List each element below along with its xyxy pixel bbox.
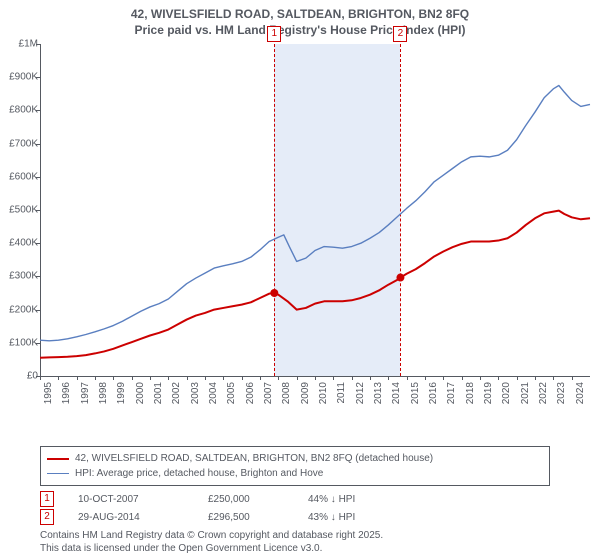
vline-marker-2: 2 [393, 26, 407, 42]
title-line-2: Price paid vs. HM Land Registry's House … [0, 22, 600, 38]
legend: 42, WIVELSFIELD ROAD, SALTDEAN, BRIGHTON… [40, 446, 550, 486]
footnote-line-2: This data is licensed under the Open Gov… [40, 543, 383, 556]
series-svg [40, 44, 590, 376]
sale-price-2: £296,500 [208, 512, 308, 523]
footnote: Contains HM Land Registry data © Crown c… [40, 530, 383, 555]
x-tick-label: 2010 [318, 382, 329, 404]
legend-label-red: 42, WIVELSFIELD ROAD, SALTDEAN, BRIGHTON… [75, 451, 433, 466]
x-tick-label: 2006 [245, 382, 256, 404]
x-tick-label: 2009 [300, 382, 311, 404]
sale-marker-2: 2 [40, 509, 54, 525]
y-tick-label: £400K [0, 238, 38, 249]
sales-table: 1 10-OCT-2007 £250,000 44% ↓ HPI 2 29-AU… [40, 490, 428, 526]
y-tick-label: £700K [0, 138, 38, 149]
x-tick-label: 2021 [520, 382, 531, 404]
x-tick-label: 2023 [556, 382, 567, 404]
sales-row-2: 2 29-AUG-2014 £296,500 43% ↓ HPI [40, 508, 428, 526]
x-tick-label: 2013 [373, 382, 384, 404]
x-tick-label: 1996 [61, 382, 72, 404]
y-tick-label: £900K [0, 72, 38, 83]
legend-swatch-red [47, 458, 69, 460]
legend-swatch-blue [47, 473, 69, 474]
x-tick-label: 2000 [135, 382, 146, 404]
y-tick-label: £600K [0, 171, 38, 182]
sale-marker-1: 1 [40, 491, 54, 507]
chart: £0 £100K £200K £300K £400K £500K £600K £700K £80… [0, 40, 600, 410]
y-tick-label: £800K [0, 105, 38, 116]
x-tick-label: 2018 [465, 382, 476, 404]
y-tick-label: £1M [0, 39, 38, 50]
series-blue [40, 86, 590, 341]
sale-price-1: £250,000 [208, 494, 308, 505]
x-tick-label: 2005 [226, 382, 237, 404]
x-tick-label: 2019 [483, 382, 494, 404]
y-tick-label: £500K [0, 205, 38, 216]
legend-row-blue: HPI: Average price, detached house, Brig… [47, 466, 543, 481]
y-tick-label: £200K [0, 304, 38, 315]
x-tick-label: 2015 [410, 382, 421, 404]
x-tick-label: 2007 [263, 382, 274, 404]
x-tick-label: 2020 [501, 382, 512, 404]
x-tick-label: 1995 [43, 382, 54, 404]
sale-delta-2: 43% ↓ HPI [308, 512, 428, 523]
sale-date-2: 29-AUG-2014 [78, 512, 208, 523]
vline-marker-1: 1 [267, 26, 281, 42]
x-tick-label: 2011 [336, 382, 347, 404]
x-tick-label: 2012 [355, 382, 366, 404]
x-tick-label: 2004 [208, 382, 219, 404]
x-tick-label: 2002 [171, 382, 182, 404]
x-tick-label: 2003 [190, 382, 201, 404]
y-tick-label: £300K [0, 271, 38, 282]
footnote-line-1: Contains HM Land Registry data © Crown c… [40, 530, 383, 543]
legend-row-red: 42, WIVELSFIELD ROAD, SALTDEAN, BRIGHTON… [47, 451, 543, 466]
x-tick-label: 2001 [153, 382, 164, 404]
chart-title-block: 42, WIVELSFIELD ROAD, SALTDEAN, BRIGHTON… [0, 0, 600, 40]
sales-row-1: 1 10-OCT-2007 £250,000 44% ↓ HPI [40, 490, 428, 508]
sale-dot [270, 289, 278, 297]
series-red [40, 211, 590, 358]
x-tick-label: 2014 [391, 382, 402, 404]
x-tick-label: 1999 [116, 382, 127, 404]
x-tick-label: 2024 [575, 382, 586, 404]
legend-label-blue: HPI: Average price, detached house, Brig… [75, 466, 323, 481]
sale-dot [396, 274, 404, 282]
x-tick-label: 1997 [80, 382, 91, 404]
y-tick-label: £0 [0, 371, 38, 382]
y-tick-label: £100K [0, 337, 38, 348]
x-tick-label: 2008 [281, 382, 292, 404]
x-tick-label: 1998 [98, 382, 109, 404]
title-line-1: 42, WIVELSFIELD ROAD, SALTDEAN, BRIGHTON… [0, 6, 600, 22]
sale-date-1: 10-OCT-2007 [78, 494, 208, 505]
x-tick-label: 2016 [428, 382, 439, 404]
x-tick-label: 2017 [446, 382, 457, 404]
sale-delta-1: 44% ↓ HPI [308, 494, 428, 505]
x-tick-label: 2022 [538, 382, 549, 404]
